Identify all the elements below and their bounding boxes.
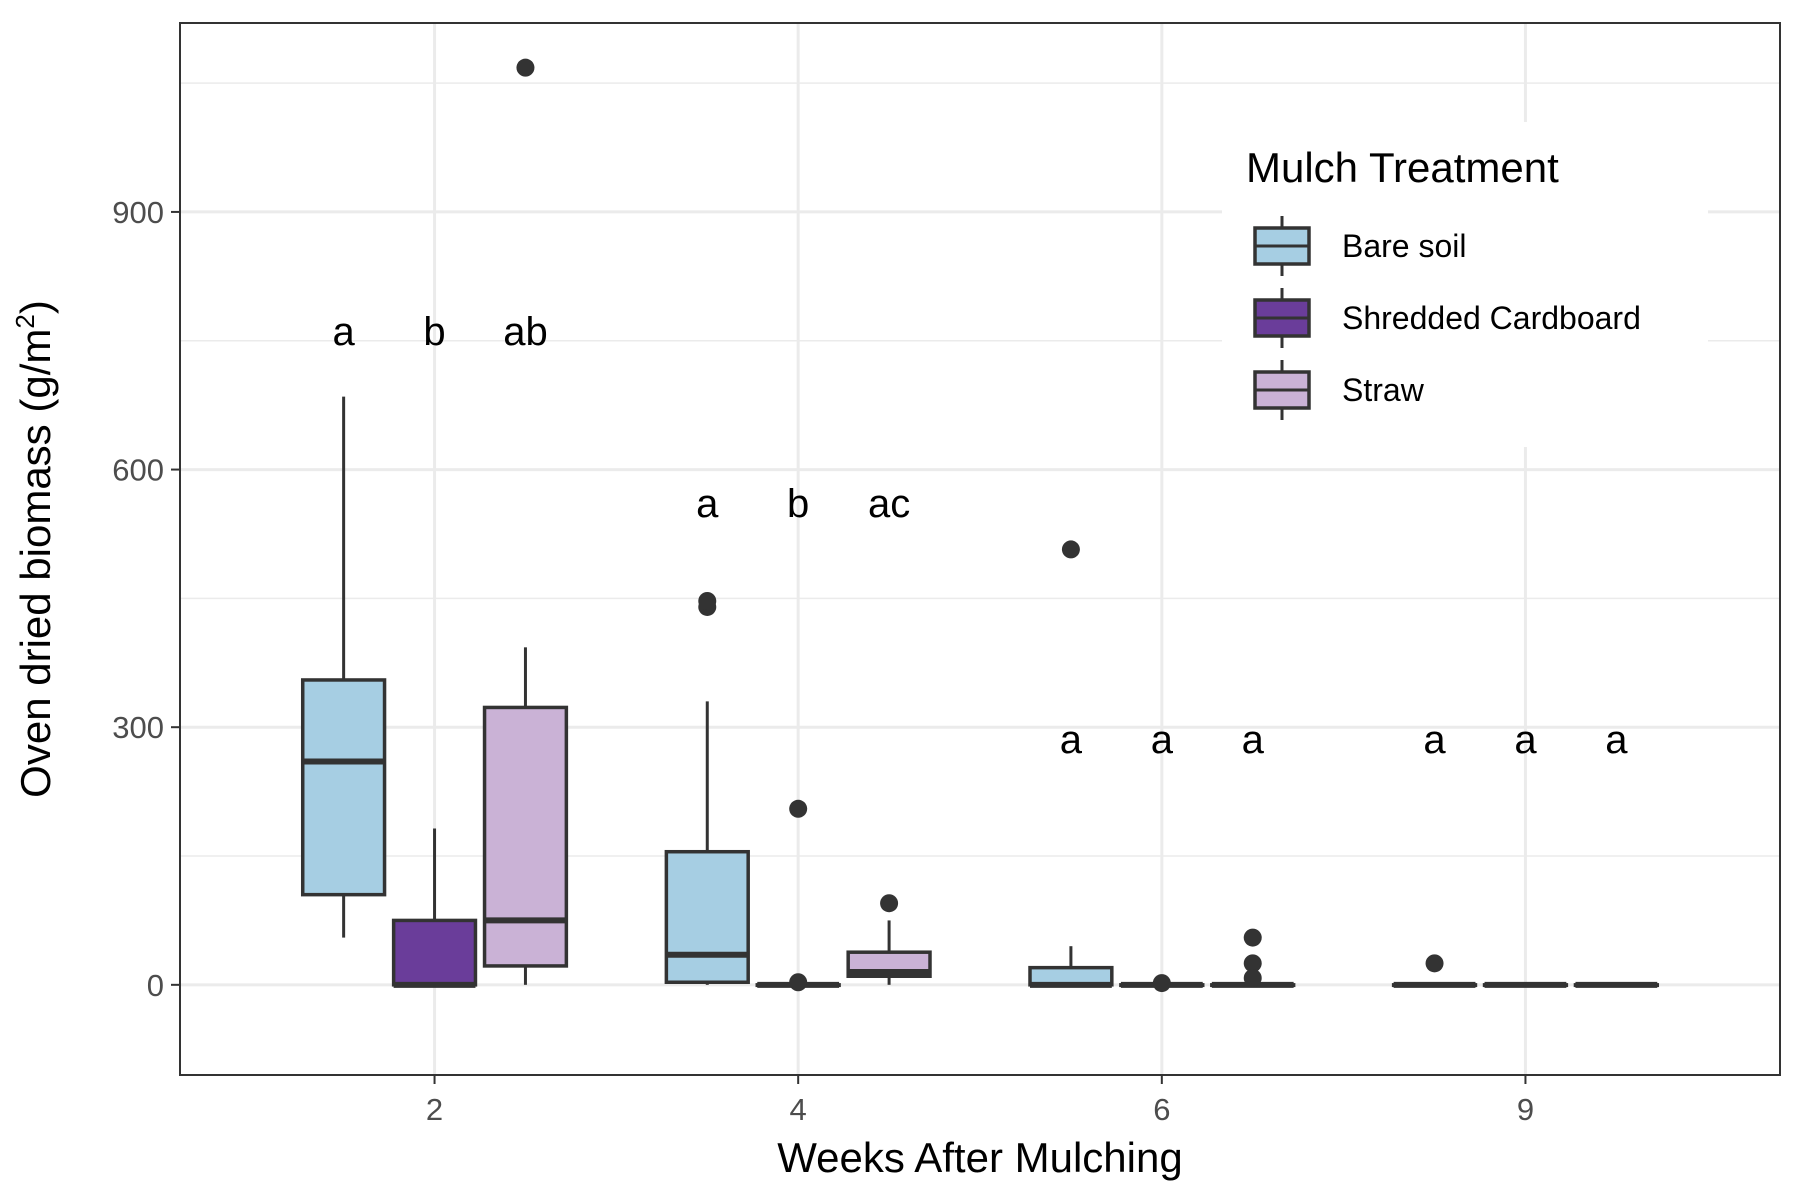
significance-letter: ac [868, 482, 910, 526]
significance-letter: b [423, 310, 445, 354]
box-2-0 [482, 58, 569, 985]
box-0-0 [300, 396, 387, 938]
y-axis-title-main: Oven dried biomass (g/m [12, 329, 59, 798]
box-2-1 [846, 894, 932, 985]
significance-letter: a [1514, 718, 1537, 762]
box-2-2 [1210, 928, 1296, 988]
box-0-2 [1028, 540, 1114, 988]
legend-label: Bare soil [1342, 228, 1467, 264]
box-1-3 [1482, 981, 1569, 988]
outlier-point [880, 894, 899, 913]
plot-panel-border [179, 22, 1781, 1076]
x-tick-label: 2 [426, 1092, 443, 1127]
box-body [664, 849, 750, 985]
legend-label: Straw [1342, 372, 1425, 408]
significance-letter: a [1605, 718, 1628, 762]
grid-major [180, 23, 1780, 1075]
significance-letter: ab [503, 310, 548, 354]
outlier-point [789, 973, 808, 992]
x-axis-title: Weeks After Mulching [777, 1134, 1182, 1181]
legend: Mulch Treatment Bare soil Shredded Cardbo… [1222, 122, 1708, 447]
significance-letters: a b aba b aca a a a a a [333, 310, 1629, 762]
y-axis-title-superscript: 2 [10, 314, 40, 328]
legend-item: Shredded Cardboard [1253, 288, 1641, 348]
box-1-2 [1119, 974, 1205, 993]
legend-items: Bare soil Shredded Cardboard Straw [1253, 216, 1641, 420]
x-tick-label: 6 [1153, 1092, 1170, 1127]
legend-item: Bare soil [1253, 216, 1467, 276]
outlier-point [789, 799, 808, 818]
box-1-1 [755, 799, 841, 992]
box-body [482, 705, 569, 968]
outlier-point [1061, 540, 1080, 559]
outlier-point [1243, 954, 1262, 973]
outlier-point [698, 591, 717, 610]
significance-letter: a [1242, 718, 1265, 762]
y-axis-title: Oven dried biomass (g/m2) [10, 300, 59, 798]
significance-letter: a [333, 310, 356, 354]
y-axis-title-close: ) [12, 300, 59, 314]
outlier-point [1243, 928, 1262, 947]
outlier-point [1425, 954, 1444, 973]
y-tick-label: 900 [112, 195, 164, 230]
x-tick-label: 4 [790, 1092, 807, 1127]
y-tick-label: 600 [112, 453, 164, 488]
box-0-1 [664, 591, 750, 985]
y-axis-ticks: 0 300 600 900 [112, 195, 180, 1003]
box-1-0 [391, 828, 478, 988]
significance-letter: a [1151, 718, 1174, 762]
outlier-point [1243, 968, 1262, 987]
outlier-point [1152, 974, 1171, 993]
y-tick-label: 0 [147, 968, 164, 1003]
legend-label: Shredded Cardboard [1342, 300, 1641, 336]
box-2-3 [1573, 981, 1660, 988]
significance-letter: a [1423, 718, 1446, 762]
significance-letter: a [696, 482, 719, 526]
x-tick-label: 9 [1517, 1092, 1534, 1127]
significance-letter: b [787, 482, 809, 526]
legend-title: Mulch Treatment [1246, 144, 1559, 191]
significance-letter: a [1060, 718, 1083, 762]
box-layer [300, 58, 1660, 993]
legend-item: Straw [1253, 360, 1425, 420]
x-axis-ticks: 2 4 6 9 [426, 1075, 1534, 1127]
box-body [300, 678, 387, 897]
box-0-3 [1391, 954, 1478, 988]
y-tick-label: 300 [112, 710, 164, 745]
box-body [391, 918, 478, 987]
outlier-point [516, 58, 535, 77]
